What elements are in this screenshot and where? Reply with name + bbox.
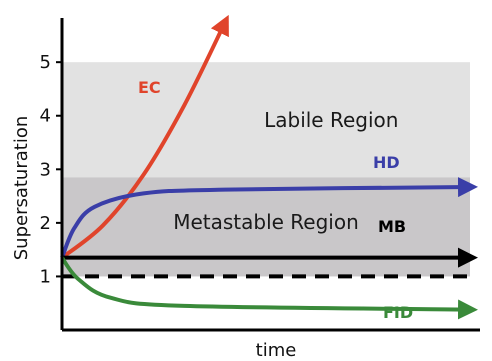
y-axis-title: Supersaturation: [11, 116, 32, 261]
axes-layer: [60, 18, 480, 332]
labels-layer: EC HD MB FID: [138, 78, 413, 322]
y-tick-label: 3: [40, 159, 51, 180]
series-line-fid: [60, 256, 478, 320]
series-layer: [60, 14, 478, 320]
series-label-fid: FID: [383, 303, 413, 322]
y-tick-label: 2: [40, 213, 51, 234]
region-label-0: Labile Region: [264, 108, 398, 132]
series-label-mb: MB: [378, 217, 406, 236]
series-label-ec: EC: [138, 78, 161, 97]
region-band-0: [62, 62, 470, 178]
y-tick-label: 4: [40, 106, 51, 127]
ticks-layer: 1 2 3 4 5: [40, 52, 62, 287]
y-tick-label: 5: [40, 52, 51, 73]
y-tick-label: 1: [40, 266, 51, 287]
series-line-hd: [60, 177, 478, 259]
series-line-ec: [60, 14, 229, 260]
series-label-hd: HD: [373, 153, 400, 172]
regions-layer: Labile Region Metastable Region: [62, 62, 470, 277]
region-label-1: Metastable Region: [173, 210, 359, 234]
x-axis-title: time: [256, 340, 297, 361]
